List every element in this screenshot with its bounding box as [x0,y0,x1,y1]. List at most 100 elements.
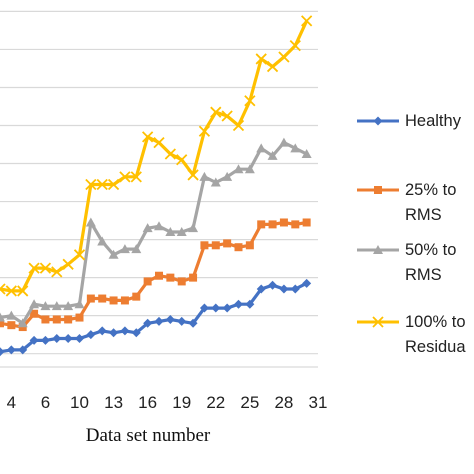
x-tick-label: 6 [41,393,50,412]
data-point [176,154,188,166]
data-point [232,119,245,132]
data-point [222,171,233,181]
data-point [97,326,107,336]
data-point [75,333,84,343]
data-point [85,178,97,191]
data-point [29,335,39,345]
data-point [74,299,85,309]
series-2 [0,137,312,328]
legend-label: RMS [405,206,442,224]
data-point [155,271,163,280]
data-point [278,51,290,63]
data-point [200,241,209,250]
x-tick-label: 28 [274,393,293,412]
data-point [30,309,39,318]
data-point [210,106,222,118]
x-tick-label: 13 [104,393,123,412]
data-point [51,301,62,311]
x-tick-label: 25 [240,393,259,412]
data-point [188,318,198,328]
data-point [17,285,29,297]
data-point [289,40,301,52]
data-point [51,266,63,278]
data-point [257,220,266,229]
x-axis-title: Data set number [86,425,211,446]
data-point [108,249,119,259]
data-point [302,218,311,227]
data-point [268,280,278,290]
data-point [291,220,300,229]
data-point [97,236,108,246]
data-point [64,315,73,324]
data-point [0,312,5,322]
data-point [131,244,142,254]
data-point [199,303,209,313]
data-point [177,277,186,286]
data-point [199,171,210,181]
data-point [39,262,52,274]
data-point [245,241,254,250]
data-point [0,283,6,295]
data-point [256,284,266,294]
data-point [153,136,165,149]
data-point [63,301,74,311]
legend-label: 50% to [405,241,456,259]
data-point [0,319,4,328]
legend-label: 100% to [405,313,466,331]
data-point [164,148,176,160]
data-point [222,303,232,313]
data-point [266,60,279,73]
x-tick-label: 31 [309,393,328,412]
data-point [52,315,61,324]
data-point [210,177,221,187]
data-point [40,301,51,311]
data-point [142,131,154,143]
data-point [245,299,255,309]
data-point [130,171,142,183]
data-point [96,178,108,191]
x-tick-label: 10 [70,393,89,412]
data-point [177,316,187,326]
data-point [154,316,164,326]
data-point [6,345,16,355]
series-line-0 [0,281,308,354]
data-point [73,249,86,261]
x-tick-label: 22 [206,393,225,412]
data-point [176,226,187,236]
legend-marker [374,186,382,194]
series-0 [0,278,312,357]
legend-marker [373,116,383,126]
series-3 [0,15,313,297]
data-point [188,223,199,233]
legend-entry-1: 25% to RMS [357,181,456,224]
x-tick-label: 4 [7,393,16,412]
data-point [86,330,96,340]
data-point [131,328,141,338]
data-point [255,53,267,65]
data-point [165,314,175,324]
data-point [244,95,256,107]
data-point [302,278,312,288]
data-point [40,335,50,345]
series-lines [0,15,313,357]
data-point [189,273,198,282]
data-point [109,296,118,305]
data-point [63,333,73,343]
data-point [119,171,131,183]
data-point [279,284,289,294]
data-point [28,262,40,274]
series-line-2 [0,141,308,325]
data-point [109,328,119,338]
x-tick-labels: 4 6 10 13 16 19 22 25 28 31 [7,393,328,412]
data-point [120,326,130,336]
data-point [85,217,96,227]
data-point [86,294,95,303]
data-point [278,137,289,147]
data-point [0,347,5,357]
data-point [29,299,40,309]
data-point [268,220,277,229]
legend-entry-2: 50% to RMS [357,241,456,284]
data-point [279,218,288,227]
legend: Healthy 25% to RMS 50% to RMS 100% to Residua [357,112,466,356]
